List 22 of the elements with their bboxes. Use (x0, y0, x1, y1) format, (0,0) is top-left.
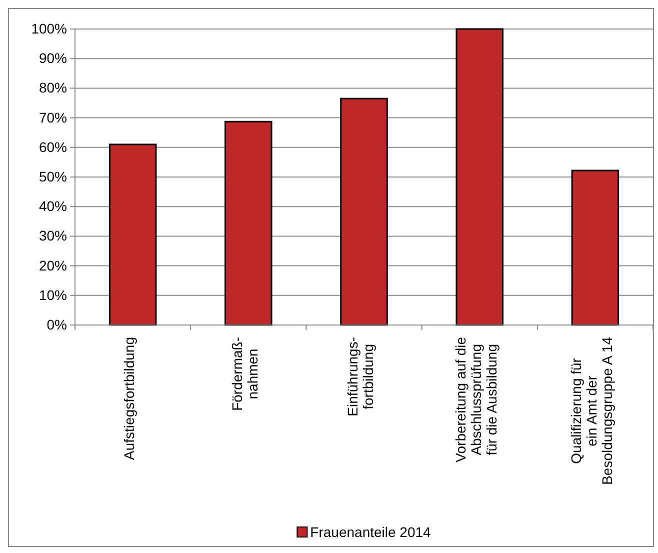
y-tick-label: 70% (38, 109, 67, 126)
bar (224, 120, 272, 326)
y-tick-label: 10% (38, 286, 67, 303)
y-tick-label: 0% (46, 316, 67, 332)
x-tick-label: Aufstiegsfortbildung (121, 337, 138, 460)
y-tick-label: 50% (38, 168, 67, 184)
y-tick-label: 100% (31, 20, 67, 36)
bar (108, 144, 157, 326)
x-tick-label: Qualifizierung für ein Amt der Besoldungsgruppe A 14 (568, 336, 615, 485)
bar (340, 98, 388, 326)
bar (456, 28, 504, 326)
bar (571, 170, 620, 326)
x-tick-label: Einführungs- fortbildung (344, 336, 376, 416)
y-tick-label: 90% (38, 50, 67, 66)
x-tick-label: Fördermaß- nahmen (229, 336, 260, 411)
y-tick-label: 20% (38, 257, 67, 274)
legend-label: Frauenanteile 2014 (310, 524, 432, 540)
y-tick-label: 60% (38, 138, 67, 155)
y-tick-label: 40% (38, 198, 67, 214)
y-tick-label: 30% (38, 228, 67, 244)
x-tick-label: Vorbereitung auf die Abschlussprüfung für die Ausbildung (452, 336, 500, 462)
y-tick-label: 80% (38, 80, 67, 96)
